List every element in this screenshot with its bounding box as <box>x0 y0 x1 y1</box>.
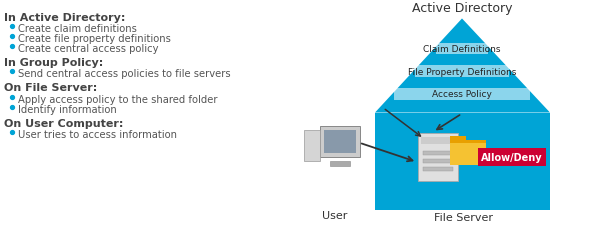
FancyBboxPatch shape <box>478 149 546 166</box>
Text: Apply access policy to the shared folder: Apply access policy to the shared folder <box>18 94 218 104</box>
Text: In Active Directory:: In Active Directory: <box>4 13 125 22</box>
Text: File Server: File Server <box>433 212 493 222</box>
FancyBboxPatch shape <box>415 66 509 78</box>
FancyBboxPatch shape <box>394 89 530 100</box>
FancyBboxPatch shape <box>375 113 550 210</box>
Text: Allow/Deny: Allow/Deny <box>481 153 543 163</box>
FancyBboxPatch shape <box>418 133 458 182</box>
Text: File Property Definitions: File Property Definitions <box>408 67 516 76</box>
Text: Create file property definitions: Create file property definitions <box>18 34 171 44</box>
FancyBboxPatch shape <box>450 143 486 165</box>
FancyBboxPatch shape <box>421 137 455 144</box>
FancyBboxPatch shape <box>320 127 360 158</box>
FancyBboxPatch shape <box>330 161 350 166</box>
Polygon shape <box>375 19 550 113</box>
Text: Claim Definitions: Claim Definitions <box>423 45 500 54</box>
Text: In Group Policy:: In Group Policy: <box>4 58 103 68</box>
FancyBboxPatch shape <box>450 140 486 165</box>
Text: User: User <box>323 210 347 220</box>
FancyBboxPatch shape <box>324 131 356 154</box>
Text: Active Directory: Active Directory <box>412 2 512 15</box>
Text: Identify information: Identify information <box>18 104 117 114</box>
FancyBboxPatch shape <box>423 167 453 171</box>
FancyBboxPatch shape <box>436 44 488 55</box>
FancyBboxPatch shape <box>304 131 320 161</box>
Text: Access Policy: Access Policy <box>432 90 492 99</box>
FancyBboxPatch shape <box>423 152 453 155</box>
Text: On User Computer:: On User Computer: <box>4 118 123 128</box>
Text: Create claim definitions: Create claim definitions <box>18 24 137 34</box>
Text: User tries to access information: User tries to access information <box>18 129 177 139</box>
FancyBboxPatch shape <box>450 136 466 142</box>
Text: Create central access policy: Create central access policy <box>18 44 158 54</box>
FancyBboxPatch shape <box>423 159 453 163</box>
Text: On File Server:: On File Server: <box>4 83 97 93</box>
Text: Send central access policies to file servers: Send central access policies to file ser… <box>18 69 231 79</box>
